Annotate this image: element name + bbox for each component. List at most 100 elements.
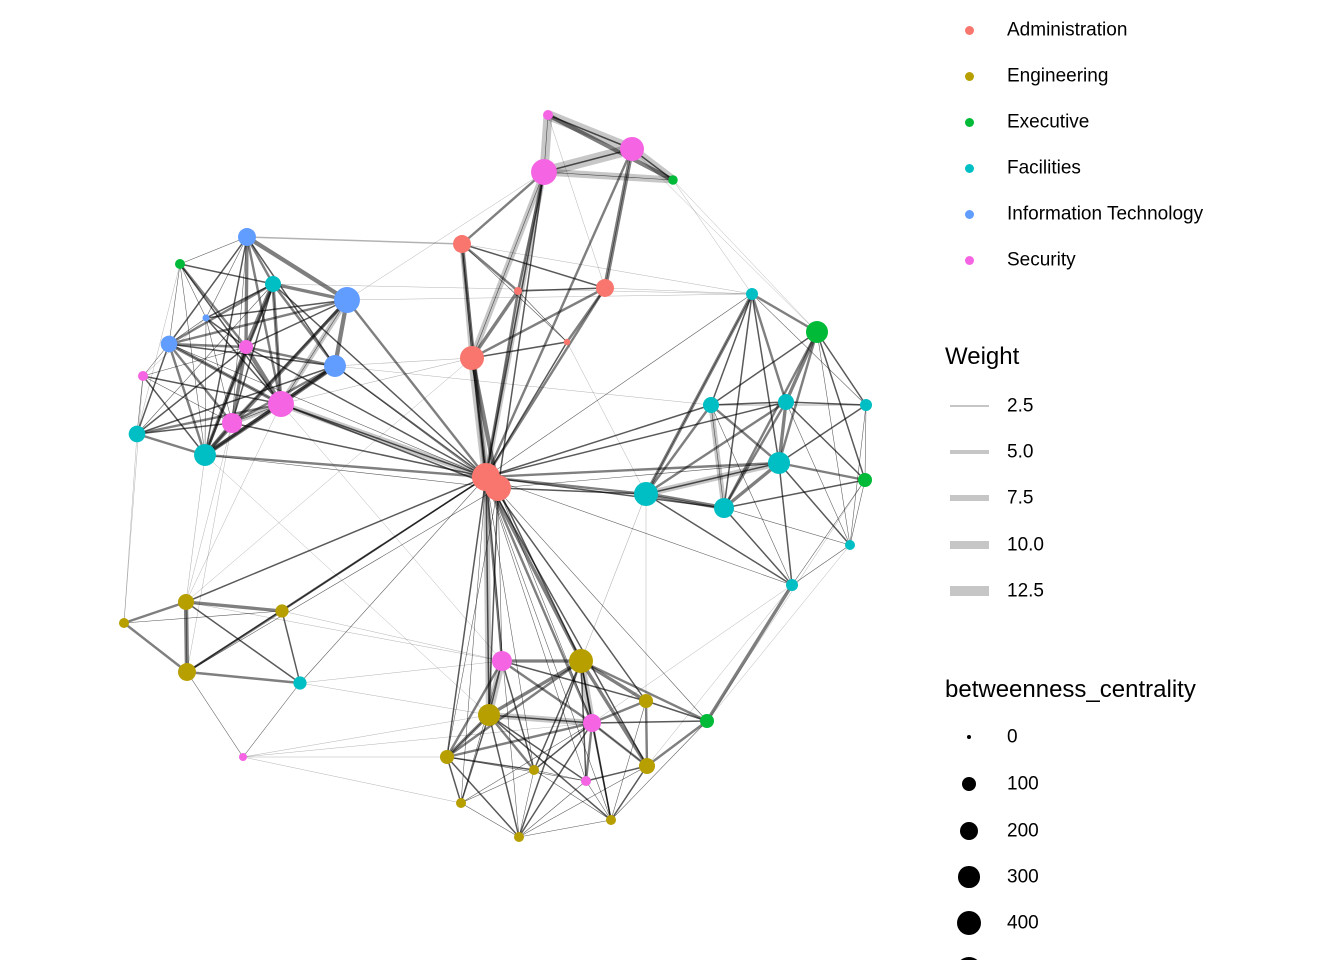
- edge: [460, 802, 520, 838]
- edge: [123, 375, 144, 624]
- node-51-eng: [456, 798, 466, 808]
- node-23-adm: [485, 475, 511, 501]
- edge: [706, 544, 851, 722]
- edge: [179, 236, 248, 265]
- edge: [461, 243, 519, 292]
- edge: [816, 331, 866, 481]
- edge: [645, 400, 787, 496]
- weight-swatch-icon: [950, 541, 989, 549]
- size-swatch-icon: [967, 735, 971, 739]
- edge: [231, 422, 487, 478]
- legend-swatch-icon: [964, 117, 974, 127]
- edge: [488, 714, 520, 838]
- legend-swatch-icon: [964, 163, 974, 173]
- edge: [281, 610, 503, 662]
- edge: [123, 433, 138, 624]
- weight-label: 2.5: [1007, 395, 1034, 417]
- edge: [245, 346, 487, 478]
- edge: [547, 114, 606, 289]
- edge: [446, 756, 520, 838]
- edge: [710, 404, 780, 464]
- node-45-eng: [478, 704, 500, 726]
- node-15-sec: [531, 159, 557, 185]
- node-19-adm: [596, 279, 614, 297]
- legend-label: Information Technology: [1007, 203, 1204, 225]
- edge: [168, 342, 247, 349]
- edge: [485, 293, 753, 478]
- node-0-it: [238, 228, 256, 246]
- edge: [446, 721, 593, 759]
- node-50-eng: [638, 757, 656, 775]
- edge: [185, 601, 503, 662]
- edge: [485, 476, 708, 722]
- edge: [123, 622, 188, 673]
- edge: [672, 179, 753, 295]
- edge: [533, 722, 593, 771]
- node-4-it: [202, 314, 210, 322]
- legend-label: Executive: [1007, 111, 1090, 133]
- edge: [591, 584, 793, 724]
- edge: [497, 462, 780, 489]
- node-21-adm: [460, 346, 484, 370]
- edge: [485, 476, 490, 716]
- node-17-adm: [453, 235, 471, 253]
- edge: [580, 493, 647, 662]
- edge: [168, 263, 181, 345]
- edge: [346, 299, 487, 478]
- edge: [231, 236, 248, 424]
- legend-item-fac: Facilities: [930, 145, 1344, 191]
- edge: [242, 682, 301, 758]
- edge: [460, 722, 593, 804]
- edge: [242, 756, 462, 804]
- edge: [204, 317, 207, 456]
- edge: [471, 286, 606, 360]
- edge: [142, 375, 233, 424]
- edge: [488, 714, 593, 724]
- edge: [204, 453, 487, 479]
- edge: [604, 148, 633, 289]
- edge: [185, 422, 233, 603]
- node-26-fac: [702, 396, 720, 414]
- node-20-adm: [563, 338, 571, 346]
- node-10-sec: [221, 412, 243, 434]
- node-41-sec: [492, 651, 512, 671]
- edge: [272, 283, 282, 405]
- edge: [710, 404, 725, 509]
- node-18-adm: [514, 287, 522, 295]
- edge: [646, 720, 708, 767]
- node-9-sec: [268, 391, 294, 417]
- edge: [185, 476, 487, 603]
- weight-label: 5.0: [1007, 441, 1034, 463]
- weight-label: 10.0: [1007, 534, 1044, 556]
- legend-swatch-icon: [964, 209, 974, 219]
- edge: [461, 243, 473, 359]
- edge: [849, 479, 866, 546]
- edge: [446, 756, 462, 804]
- edge: [461, 243, 568, 343]
- edge: [778, 462, 851, 546]
- edge: [791, 479, 866, 586]
- size-swatch-icon: [955, 956, 983, 960]
- node-3-it: [334, 287, 360, 313]
- edge: [785, 401, 867, 406]
- edge: [186, 670, 301, 685]
- edge: [778, 404, 867, 464]
- size-label: 400: [1007, 912, 1039, 934]
- edge: [179, 263, 274, 285]
- legend-item-sec: Security: [930, 237, 1344, 283]
- edge: [272, 283, 487, 478]
- edge: [246, 236, 336, 367]
- edge: [204, 454, 499, 489]
- edge: [849, 404, 867, 546]
- edge: [179, 263, 206, 456]
- edge: [777, 331, 819, 464]
- node-42-eng: [569, 649, 593, 673]
- edge: [136, 263, 181, 435]
- edge: [645, 700, 708, 722]
- edge: [585, 780, 612, 821]
- edge: [710, 401, 787, 406]
- legend-swatch-icon: [964, 255, 974, 265]
- size-item-100: 100: [930, 761, 1344, 807]
- edge: [785, 401, 866, 481]
- edge: [723, 479, 866, 509]
